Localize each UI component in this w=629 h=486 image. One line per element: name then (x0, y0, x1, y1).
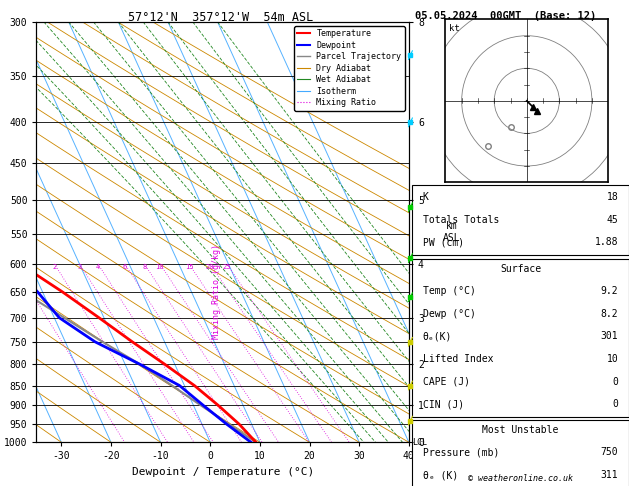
Text: 10: 10 (155, 264, 164, 270)
Y-axis label: km
ASL: km ASL (443, 221, 460, 243)
Text: 0: 0 (612, 377, 618, 387)
Text: 311: 311 (601, 470, 618, 480)
Text: θₑ(K): θₑ(K) (423, 331, 452, 342)
Bar (412, 185, 629, 256)
Text: 57°12'N  357°12'W  54m ASL: 57°12'N 357°12'W 54m ASL (128, 11, 313, 24)
Text: 18: 18 (606, 192, 618, 202)
Text: 750: 750 (601, 448, 618, 457)
Text: 3: 3 (77, 264, 82, 270)
Text: 9.2: 9.2 (601, 286, 618, 296)
Text: Most Unstable: Most Unstable (482, 425, 559, 435)
Y-axis label: hPa: hPa (0, 222, 1, 242)
Text: 8: 8 (142, 264, 147, 270)
Text: PW (cm): PW (cm) (423, 237, 464, 247)
Legend: Temperature, Dewpoint, Parcel Trajectory, Dry Adiabat, Wet Adiabat, Isotherm, Mi: Temperature, Dewpoint, Parcel Trajectory… (294, 26, 404, 111)
Text: CIN (J): CIN (J) (423, 399, 464, 409)
Text: kt: kt (448, 24, 459, 34)
Text: CAPE (J): CAPE (J) (423, 377, 470, 387)
Text: 8.2: 8.2 (601, 309, 618, 319)
Text: 2: 2 (52, 264, 57, 270)
Text: Mixing Ratio (g/kg): Mixing Ratio (g/kg) (211, 244, 221, 339)
Text: 45: 45 (606, 215, 618, 225)
Text: © weatheronline.co.uk: © weatheronline.co.uk (468, 474, 573, 483)
Text: 05.05.2024  00GMT  (Base: 12): 05.05.2024 00GMT (Base: 12) (415, 11, 596, 21)
Text: 4: 4 (96, 264, 100, 270)
Bar (412, 420, 629, 486)
Text: 301: 301 (601, 331, 618, 342)
Text: θₑ (K): θₑ (K) (423, 470, 458, 480)
Text: 25: 25 (223, 264, 231, 270)
Text: Pressure (mb): Pressure (mb) (423, 448, 499, 457)
Text: 20: 20 (206, 264, 214, 270)
Text: 15: 15 (185, 264, 193, 270)
Text: 10: 10 (606, 354, 618, 364)
Bar (412, 259, 629, 417)
X-axis label: Dewpoint / Temperature (°C): Dewpoint / Temperature (°C) (131, 467, 314, 477)
Text: Surface: Surface (500, 264, 541, 274)
Text: K: K (423, 192, 429, 202)
Text: 0: 0 (612, 399, 618, 409)
Text: Lifted Index: Lifted Index (423, 354, 493, 364)
Text: Totals Totals: Totals Totals (423, 215, 499, 225)
Text: 1.88: 1.88 (594, 237, 618, 247)
Text: Dewp (°C): Dewp (°C) (423, 309, 476, 319)
Text: 6: 6 (123, 264, 127, 270)
Text: Temp (°C): Temp (°C) (423, 286, 476, 296)
Text: LCL: LCL (413, 438, 428, 447)
